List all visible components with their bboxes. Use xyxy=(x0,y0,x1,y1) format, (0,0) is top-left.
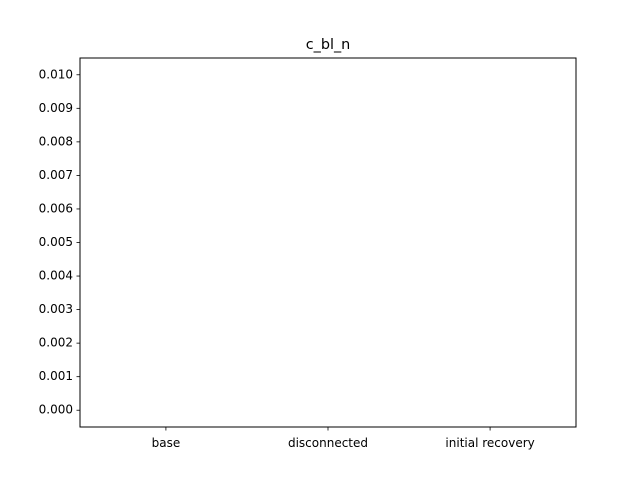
y-tick-label: 0.007 xyxy=(39,168,73,182)
y-axis: 0.000 0.001 0.002 0.003 0.004 0.005 0.006 0.007… xyxy=(39,67,80,417)
y-tick-label: 0.002 xyxy=(39,336,73,350)
y-tick-label: 0.001 xyxy=(39,369,73,383)
x-tick-label: initial recovery xyxy=(445,436,534,450)
y-tick-label: 0.010 xyxy=(39,67,73,81)
y-tick-label: 0.005 xyxy=(39,235,73,249)
y-tick-label: 0.008 xyxy=(39,134,73,148)
x-tick-label: base xyxy=(152,436,181,450)
y-tick-label: 0.009 xyxy=(39,101,73,115)
chart-title: c_bl_n xyxy=(306,37,351,53)
x-tick-label: disconnected xyxy=(288,436,368,450)
plot-frame xyxy=(79,57,577,428)
y-tick-label: 0.000 xyxy=(39,403,73,417)
y-tick-label: 0.003 xyxy=(39,302,73,316)
y-tick-label: 0.006 xyxy=(39,201,73,215)
y-tick-label: 0.004 xyxy=(39,269,73,283)
x-axis: base disconnected initial recovery xyxy=(152,427,535,450)
